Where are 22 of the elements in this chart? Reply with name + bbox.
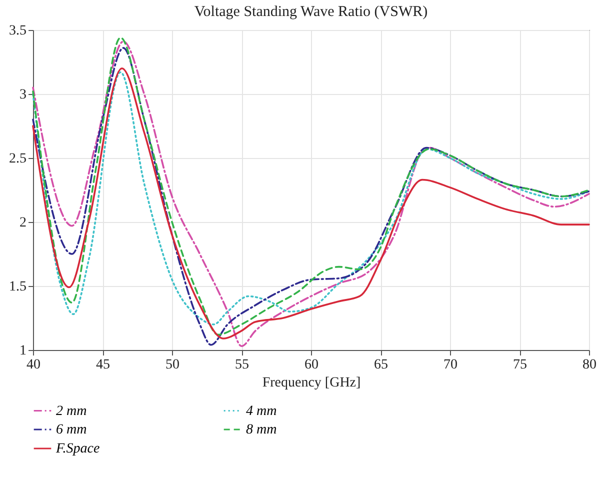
legend-label: 4 mm [246, 404, 277, 419]
y-tick-label: 2.5 [9, 152, 26, 166]
y-tick-label: 1 [20, 344, 26, 358]
y-tick-label: 2 [20, 216, 26, 230]
x-tick-label: 40 [26, 358, 40, 372]
legend-label: 8 mm [246, 422, 277, 438]
x-tick-label: 75 [513, 358, 527, 372]
legend-label: 2 mm [56, 404, 87, 419]
x-axis-title: Frequency [GHz] [262, 376, 361, 390]
x-tick-label: 80 [582, 358, 596, 372]
x-tick-label: 70 [444, 358, 458, 372]
x-tick-label: 65 [374, 358, 388, 372]
y-tick-label: 1.5 [9, 280, 26, 294]
x-tick-label: 55 [235, 358, 249, 372]
legend-label: 6 mm [56, 422, 87, 438]
legend-label: F.Space [55, 442, 100, 456]
x-tick-label: 50 [166, 358, 180, 372]
x-tick-label: 60 [304, 358, 318, 372]
y-tick-label: 3 [20, 88, 26, 102]
x-tick-label: 45 [96, 358, 110, 372]
y-tick-label: 3.5 [9, 24, 26, 38]
chart-title: Voltage Standing Wave Ratio (VSWR) [194, 4, 428, 20]
